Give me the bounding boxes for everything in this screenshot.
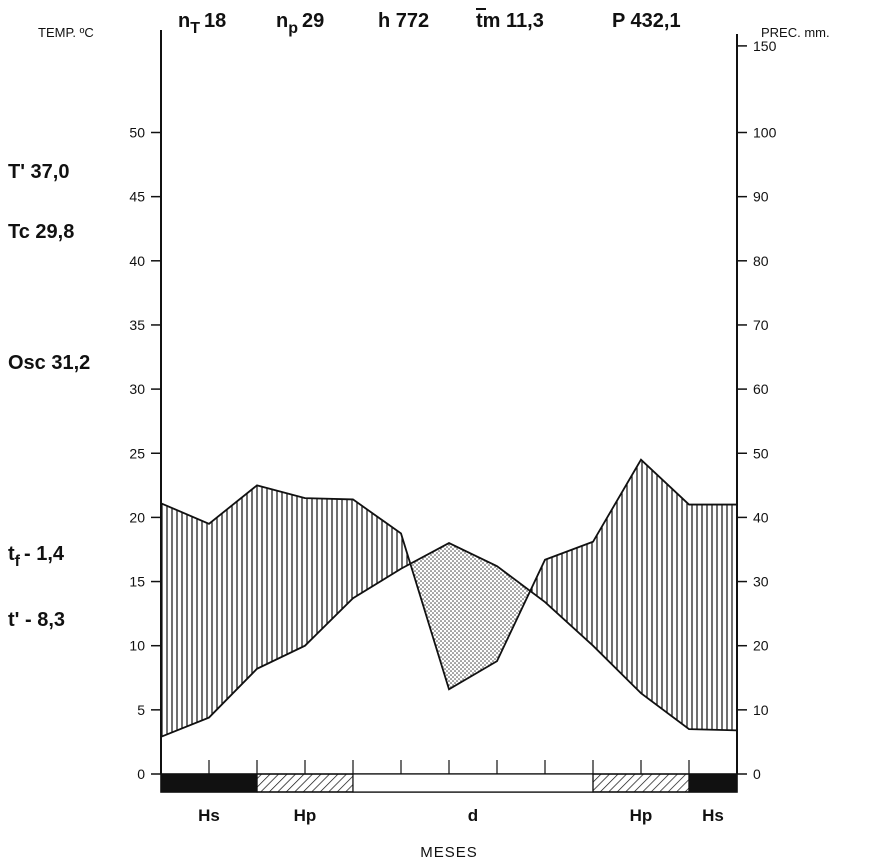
season-bar: Hs Hp d Hp Hs <box>160 760 738 825</box>
left-stats: T' 37,0 Tc 29,8 Osc 31,2 tf - 1,4 t' - 8,… <box>8 161 90 631</box>
right-axis-title: PREC. mm. <box>761 25 830 40</box>
left-tick-label: 0 <box>137 766 145 782</box>
left-tick-label: 35 <box>129 317 145 333</box>
right-tick-label: 30 <box>753 574 769 590</box>
right-tick-label: 0 <box>753 766 761 782</box>
left-tick-label: 25 <box>129 445 145 461</box>
season-label: Hs <box>702 806 724 825</box>
right-tick-label: 20 <box>753 638 769 654</box>
stat-tmax: T' 37,0 <box>8 161 69 183</box>
right-tick-label: 70 <box>753 317 769 333</box>
left-tick-label: 15 <box>129 574 145 590</box>
plot-curves <box>160 458 738 738</box>
right-tick-label: 10 <box>753 702 769 718</box>
season-label: Hp <box>294 806 317 825</box>
right-tick-label: 60 <box>753 381 769 397</box>
stat-tc: Tc 29,8 <box>8 221 74 243</box>
humid-area <box>161 485 411 737</box>
header-h: h 772 <box>378 10 429 32</box>
season-label: Hs <box>198 806 220 825</box>
season-empty <box>352 773 594 793</box>
season-solid <box>160 773 258 793</box>
left-tick-label: 45 <box>129 189 145 205</box>
stat-tf: tf - 1,4 <box>8 543 65 570</box>
humid-area <box>530 459 737 731</box>
right-tick-label: 50 <box>753 445 769 461</box>
stat-tmin: t' - 8,3 <box>8 609 65 631</box>
x-axis-label: MESES <box>420 844 478 861</box>
left-tick-label: 10 <box>129 638 145 654</box>
left-tick-label: 20 <box>129 509 145 525</box>
left-axis-title: TEMP. ºC <box>38 25 94 40</box>
right-tick-label: 40 <box>753 509 769 525</box>
season-solid <box>688 773 738 793</box>
header-P: P 432,1 <box>612 10 681 32</box>
temperature-curve <box>160 542 738 738</box>
season-hatched <box>256 773 354 793</box>
left-tick-label: 5 <box>137 702 145 718</box>
header-stats: nT 18 np 29 h 772 tm 11,3 P 432,1 <box>178 8 681 37</box>
left-tick-label: 50 <box>129 125 145 141</box>
right-tick-label: 150 <box>753 38 777 54</box>
left-tick-label: 40 <box>129 253 145 269</box>
right-tick-label: 100 <box>753 125 777 141</box>
precipitation-curve <box>160 458 737 691</box>
right-tick-label: 90 <box>753 189 769 205</box>
season-hatched <box>592 773 690 793</box>
dry-area <box>410 543 531 690</box>
season-label: d <box>468 806 478 825</box>
left-tick-label: 30 <box>129 381 145 397</box>
stat-osc: Osc 31,2 <box>8 352 90 374</box>
header-np: np 29 <box>276 10 324 37</box>
plot-areas <box>161 459 737 737</box>
season-label: Hp <box>630 806 653 825</box>
right-tick-label: 80 <box>753 253 769 269</box>
axes: 0 5 10 15 20 25 30 35 40 45 50 0 10 20 30 40 50 60 70 80 90 1… <box>129 30 777 782</box>
header-tm: tm 11,3 <box>476 10 544 32</box>
header-nT: nT 18 <box>178 10 226 37</box>
